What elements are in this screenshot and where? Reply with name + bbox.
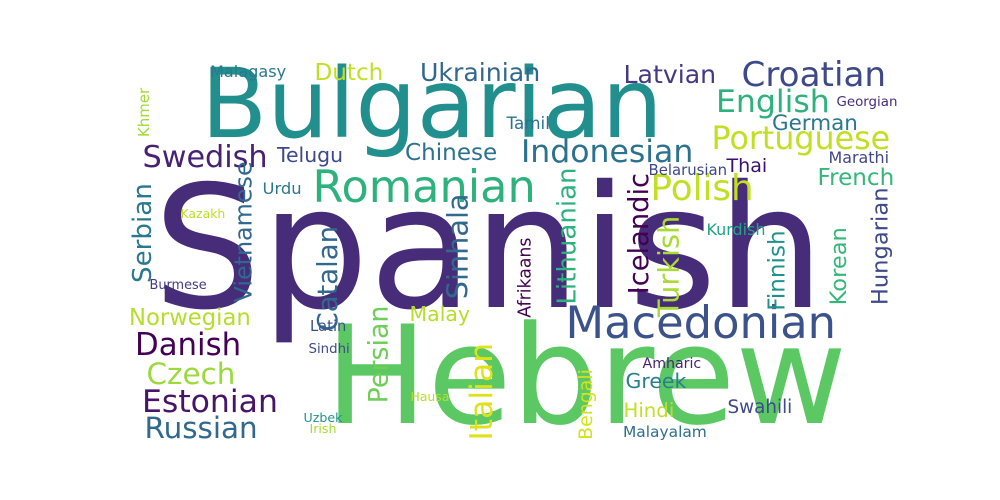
word-sindhi: Sindhi xyxy=(308,341,350,357)
word-romanian: Romanian xyxy=(312,160,536,213)
word-turkish: Turkish xyxy=(650,215,685,317)
word-bulgarian: Bulgarian xyxy=(201,46,663,160)
word-dutch: Dutch xyxy=(314,59,384,86)
word-czech: Czech xyxy=(146,356,236,391)
word-italian: Italian xyxy=(464,342,501,441)
word-french: French xyxy=(817,164,895,191)
word-urdu: Urdu xyxy=(262,179,302,198)
word-swedish: Swedish xyxy=(142,140,268,175)
word-greek: Greek xyxy=(625,369,687,393)
word-hausa: Hausa xyxy=(410,389,450,404)
word-estonian: Estonian xyxy=(142,384,278,420)
word-lithuanian: Lithuanian xyxy=(552,167,583,305)
word-khmer: Khmer xyxy=(134,87,153,137)
word-georgian: Georgian xyxy=(836,94,898,110)
word-marathi: Marathi xyxy=(828,148,890,167)
word-swahili: Swahili xyxy=(727,397,793,418)
word-portuguese: Portuguese xyxy=(711,121,891,157)
word-english: English xyxy=(716,84,830,120)
word-hebrew: Hebrew xyxy=(325,296,848,456)
word-burmese: Burmese xyxy=(149,277,207,293)
word-belarusian: Belarusian xyxy=(648,160,728,179)
word-indonesian: Indonesian xyxy=(521,134,694,170)
word-vietnamese: Vietnamese xyxy=(229,161,258,303)
word-malagasy: Malagasy xyxy=(210,62,287,81)
word-danish: Danish xyxy=(135,326,242,363)
word-uzbek: Uzbek xyxy=(303,409,343,425)
word-norwegian: Norwegian xyxy=(129,304,251,331)
word-hungarian: Hungarian xyxy=(867,186,894,305)
word-ukrainian: Ukrainian xyxy=(420,57,541,87)
word-chinese: Chinese xyxy=(405,139,498,166)
word-russian: Russian xyxy=(144,410,258,445)
word-finnish: Finnish xyxy=(764,229,791,311)
word-kurdish: Kurdish xyxy=(706,220,766,239)
word-telugu: Telugu xyxy=(277,143,344,167)
word-thai: Thai xyxy=(726,154,768,177)
word-irish: Irish xyxy=(309,420,337,436)
word-croatian: Croatian xyxy=(741,55,887,95)
word-german: German xyxy=(772,110,858,136)
word-polish: Polish xyxy=(650,168,754,209)
word-sinhala: Sinhala xyxy=(440,192,475,299)
word-amharic: Amharic xyxy=(642,356,702,372)
word-latvian: Latvian xyxy=(623,59,717,89)
word-persian: Persian xyxy=(363,305,395,403)
word-malay: Malay xyxy=(409,302,471,326)
word-malayalam: Malayalam xyxy=(623,422,707,441)
word-macedonian: Macedonian xyxy=(565,295,837,349)
word-kazakh: Kazakh xyxy=(180,206,226,221)
word-bengali: Bengali xyxy=(574,368,597,440)
word-hindi: Hindi xyxy=(623,399,675,422)
word-korean: Korean xyxy=(825,226,852,305)
word-tamil: Tamil xyxy=(506,112,550,133)
word-spanish: Spanish xyxy=(153,150,825,348)
word-afrikaans: Afrikaans xyxy=(515,237,536,318)
word-serbian: Serbian xyxy=(127,183,158,283)
word-icelandic: Icelandic xyxy=(623,172,655,294)
word-latin: Latin xyxy=(310,317,347,335)
word-catalan: Catalan xyxy=(312,225,345,331)
